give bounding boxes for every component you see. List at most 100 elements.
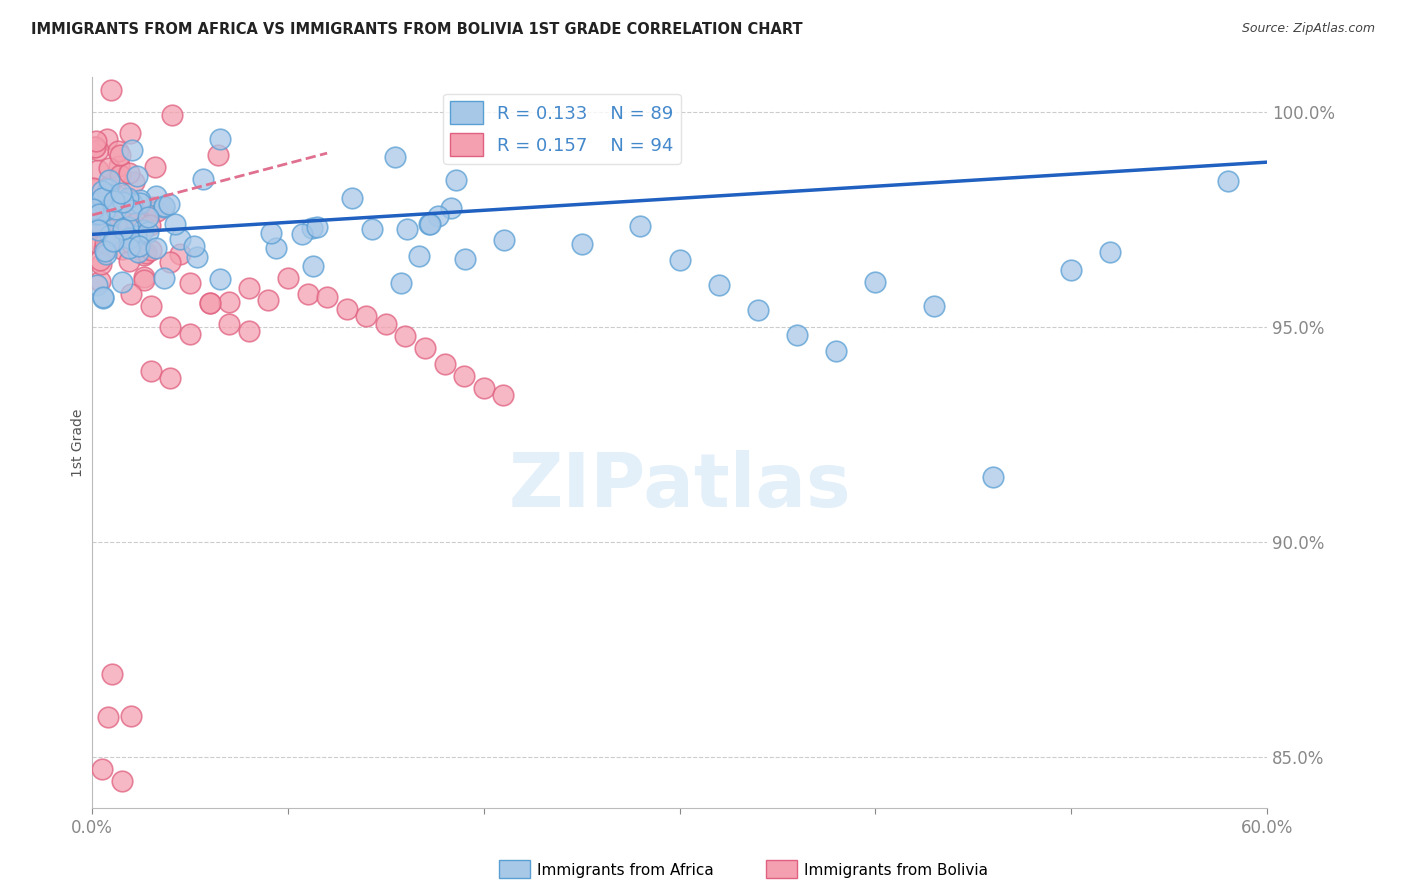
Point bbox=[84, 182, 107, 196]
Point bbox=[169, 232, 191, 246]
Point bbox=[191, 172, 214, 186]
Point bbox=[98, 223, 121, 237]
Point bbox=[153, 199, 176, 213]
Point bbox=[93, 242, 115, 256]
Point bbox=[336, 301, 359, 316]
Point bbox=[136, 225, 159, 239]
Point bbox=[143, 160, 166, 174]
Point bbox=[1099, 244, 1122, 259]
Point bbox=[183, 238, 205, 252]
Point bbox=[395, 222, 418, 236]
Point bbox=[139, 244, 162, 258]
Point bbox=[179, 276, 201, 290]
Point bbox=[96, 247, 118, 261]
Point bbox=[132, 222, 155, 236]
Point bbox=[139, 299, 162, 313]
Text: Source: ZipAtlas.com: Source: ZipAtlas.com bbox=[1241, 22, 1375, 36]
Point bbox=[571, 237, 593, 252]
Point bbox=[98, 178, 121, 193]
Point bbox=[145, 241, 167, 255]
Point bbox=[260, 226, 283, 240]
Point bbox=[112, 195, 135, 210]
Text: Immigrants from Bolivia: Immigrants from Bolivia bbox=[804, 863, 988, 878]
Point bbox=[209, 272, 232, 286]
Point bbox=[139, 218, 162, 232]
Point bbox=[91, 291, 114, 305]
Point bbox=[426, 209, 449, 223]
Legend: R = 0.133    N = 89, R = 0.157    N = 94: R = 0.133 N = 89, R = 0.157 N = 94 bbox=[443, 94, 681, 163]
Point bbox=[135, 246, 157, 260]
Point bbox=[117, 191, 139, 205]
Point bbox=[97, 197, 120, 211]
Point bbox=[89, 274, 111, 288]
Point bbox=[238, 281, 260, 295]
Point bbox=[100, 83, 122, 97]
Point bbox=[87, 222, 110, 236]
Point bbox=[394, 328, 416, 343]
Point bbox=[453, 368, 475, 383]
Point bbox=[104, 219, 127, 234]
Point bbox=[82, 181, 104, 195]
Point bbox=[87, 163, 110, 178]
Point bbox=[122, 208, 145, 222]
Point bbox=[134, 248, 156, 262]
Point bbox=[439, 201, 461, 215]
Point bbox=[124, 223, 146, 237]
Point bbox=[747, 302, 769, 317]
Point bbox=[104, 234, 127, 248]
Point bbox=[83, 206, 105, 220]
Point bbox=[146, 204, 169, 219]
Point bbox=[865, 275, 887, 289]
Point bbox=[90, 199, 112, 213]
Point bbox=[111, 275, 134, 289]
Point bbox=[84, 207, 107, 221]
Point bbox=[90, 257, 112, 271]
Point bbox=[117, 219, 139, 234]
Point bbox=[157, 197, 180, 211]
Point bbox=[86, 278, 108, 293]
Point bbox=[472, 381, 495, 395]
Point bbox=[169, 247, 191, 261]
Point bbox=[108, 159, 131, 173]
Point bbox=[91, 762, 114, 776]
Text: Immigrants from Africa: Immigrants from Africa bbox=[537, 863, 714, 878]
Point bbox=[668, 252, 690, 267]
Point bbox=[110, 168, 132, 182]
Point bbox=[93, 203, 115, 218]
Point bbox=[179, 327, 201, 342]
Text: ZIPatlas: ZIPatlas bbox=[508, 450, 851, 524]
Point bbox=[297, 286, 319, 301]
Point bbox=[408, 249, 430, 263]
Point bbox=[87, 207, 110, 221]
Point bbox=[90, 209, 112, 223]
Point bbox=[208, 132, 231, 146]
Point bbox=[101, 231, 124, 245]
Point bbox=[127, 244, 149, 259]
Point bbox=[103, 194, 125, 209]
Point bbox=[111, 222, 134, 236]
Point bbox=[104, 214, 127, 228]
Point bbox=[91, 290, 114, 304]
Point bbox=[117, 241, 139, 255]
Point bbox=[96, 187, 118, 202]
Point bbox=[121, 196, 143, 211]
Point bbox=[142, 200, 165, 214]
Point bbox=[492, 233, 515, 247]
Point bbox=[218, 295, 240, 310]
Point bbox=[361, 221, 384, 235]
Point bbox=[301, 221, 323, 235]
Point bbox=[107, 144, 129, 158]
Point bbox=[121, 143, 143, 157]
Point bbox=[159, 319, 181, 334]
Point bbox=[153, 270, 176, 285]
Point bbox=[307, 220, 329, 235]
Point bbox=[105, 202, 128, 216]
Point bbox=[118, 253, 141, 268]
Point bbox=[83, 139, 105, 153]
Point bbox=[186, 250, 208, 264]
Point bbox=[111, 200, 134, 214]
Point bbox=[145, 188, 167, 202]
Point bbox=[922, 300, 945, 314]
Point bbox=[125, 216, 148, 230]
Point bbox=[125, 169, 148, 183]
